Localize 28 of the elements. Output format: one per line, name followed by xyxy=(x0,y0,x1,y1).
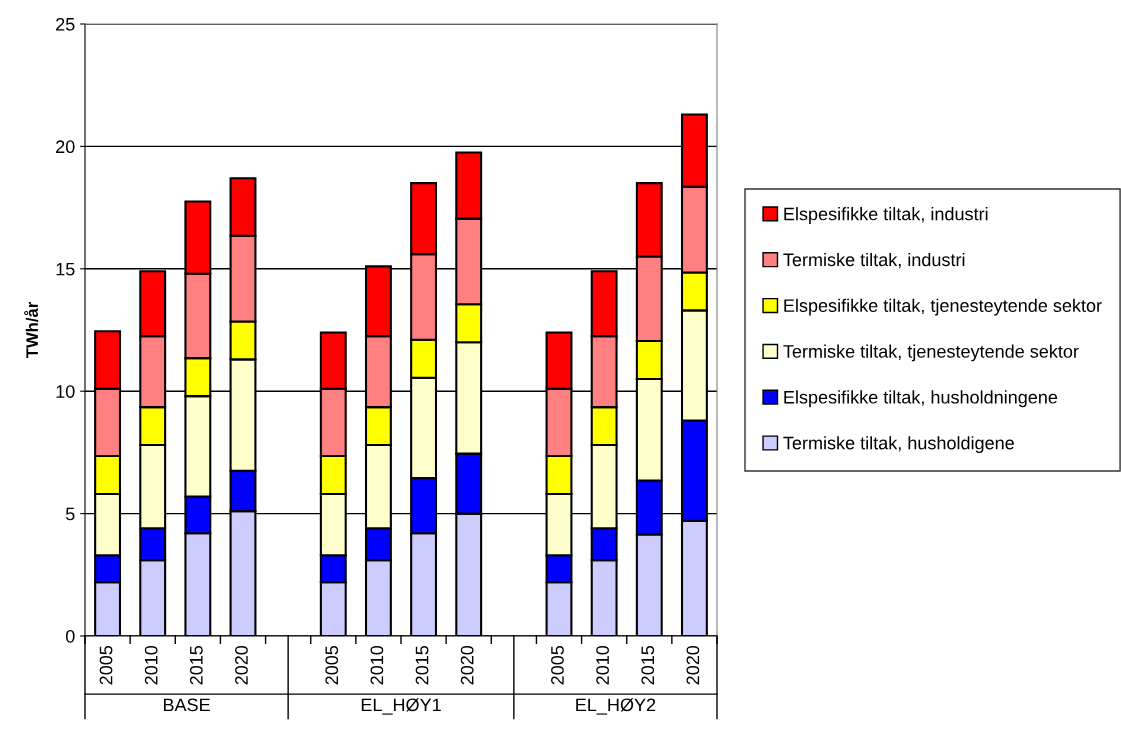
x-tick-label: 2015 xyxy=(641,645,655,685)
legend-label: Elspesifikke tiltak, husholdningene xyxy=(784,390,1058,408)
text: BASE xyxy=(163,698,210,712)
x-tick-label: 2020 xyxy=(235,645,248,685)
y-tick-label: 5 xyxy=(65,507,75,521)
x-tick-label: 2010 xyxy=(596,645,609,685)
legend-label: Elspesifikke tiltak, industri xyxy=(784,207,988,224)
x-tick-label: 2015 xyxy=(415,645,429,685)
x-tick-label: 2020 xyxy=(460,645,474,685)
legend-label: Termiske tiltak, industri xyxy=(783,252,965,269)
y-tick-label: 15 xyxy=(56,262,75,276)
y-axis-title: TWh/år xyxy=(24,302,39,359)
x-tick-label: 2015 xyxy=(189,645,203,685)
y-tick-label: 10 xyxy=(56,385,75,398)
y-tick-label: 0 xyxy=(65,629,75,643)
x-tick-label: 2010 xyxy=(370,645,384,685)
y-tick-label: 25 xyxy=(56,17,75,31)
text: EL_HØY2 xyxy=(576,698,656,715)
x-tick-label: 2020 xyxy=(686,645,700,685)
legend-label: Termiske tiltak, husholdigene xyxy=(783,436,1014,453)
x-tick-label: 2010 xyxy=(144,645,158,685)
legend-label: Termiske tiltak, tjenesteytende sektor xyxy=(783,344,1079,362)
legend-label: Elspesifikke tiltak, tjenesteytende sektor xyxy=(784,298,1102,316)
x-tick-label: 2005 xyxy=(99,645,113,685)
x-tick-label: 2005 xyxy=(325,645,339,685)
y-tick-label: 20 xyxy=(56,140,75,154)
text: EL_HØY1 xyxy=(361,698,441,715)
x-tick-label: 2005 xyxy=(551,645,564,685)
